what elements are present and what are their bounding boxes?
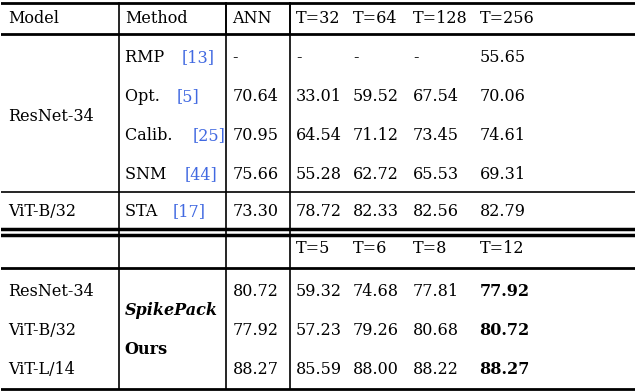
Text: Opt.: Opt. bbox=[125, 88, 165, 105]
Text: 79.26: 79.26 bbox=[353, 322, 399, 339]
Text: 80.68: 80.68 bbox=[413, 322, 459, 339]
Text: 55.28: 55.28 bbox=[296, 166, 342, 183]
Text: -: - bbox=[413, 49, 418, 66]
Text: 71.12: 71.12 bbox=[353, 127, 399, 144]
Text: T=5: T=5 bbox=[296, 240, 330, 257]
Text: Model: Model bbox=[8, 11, 59, 27]
Text: [5]: [5] bbox=[176, 88, 199, 105]
Text: [17]: [17] bbox=[173, 203, 206, 220]
Text: 62.72: 62.72 bbox=[353, 166, 399, 183]
Text: 82.33: 82.33 bbox=[353, 203, 399, 220]
Text: 55.65: 55.65 bbox=[480, 49, 525, 66]
Text: ViT-B/32: ViT-B/32 bbox=[8, 203, 76, 220]
Text: ResNet-34: ResNet-34 bbox=[8, 108, 93, 125]
Text: 69.31: 69.31 bbox=[480, 166, 525, 183]
Text: ANN: ANN bbox=[233, 11, 272, 27]
Text: T=128: T=128 bbox=[413, 11, 467, 27]
Text: 77.81: 77.81 bbox=[413, 283, 459, 300]
Text: 80.72: 80.72 bbox=[480, 322, 530, 339]
Text: T=256: T=256 bbox=[480, 11, 534, 27]
Text: Ours: Ours bbox=[125, 341, 168, 358]
Text: 77.92: 77.92 bbox=[233, 322, 279, 339]
Text: 88.00: 88.00 bbox=[353, 361, 399, 378]
Text: Calib.: Calib. bbox=[125, 127, 177, 144]
Text: 82.79: 82.79 bbox=[480, 203, 525, 220]
Text: 70.64: 70.64 bbox=[233, 88, 279, 105]
Text: 74.68: 74.68 bbox=[353, 283, 399, 300]
Text: -: - bbox=[353, 49, 358, 66]
Text: ResNet-34: ResNet-34 bbox=[8, 283, 93, 300]
Text: 59.52: 59.52 bbox=[353, 88, 399, 105]
Text: 82.56: 82.56 bbox=[413, 203, 459, 220]
Text: 73.45: 73.45 bbox=[413, 127, 459, 144]
Text: 88.27: 88.27 bbox=[233, 361, 279, 378]
Text: 85.59: 85.59 bbox=[296, 361, 342, 378]
Text: STA: STA bbox=[125, 203, 162, 220]
Text: SNM: SNM bbox=[125, 166, 171, 183]
Text: ViT-B/32: ViT-B/32 bbox=[8, 322, 76, 339]
Text: Method: Method bbox=[125, 11, 188, 27]
Text: 77.92: 77.92 bbox=[480, 283, 530, 300]
Text: [25]: [25] bbox=[193, 127, 225, 144]
Text: T=8: T=8 bbox=[413, 240, 447, 257]
Text: 88.27: 88.27 bbox=[480, 361, 530, 378]
Text: 64.54: 64.54 bbox=[296, 127, 342, 144]
Text: ViT-L/14: ViT-L/14 bbox=[8, 361, 74, 378]
Text: 73.30: 73.30 bbox=[233, 203, 279, 220]
Text: -: - bbox=[296, 49, 301, 66]
Text: SpikePack: SpikePack bbox=[125, 302, 218, 319]
Text: 33.01: 33.01 bbox=[296, 88, 342, 105]
Text: 59.32: 59.32 bbox=[296, 283, 342, 300]
Text: 57.23: 57.23 bbox=[296, 322, 342, 339]
Text: -: - bbox=[233, 49, 238, 66]
Text: 75.66: 75.66 bbox=[233, 166, 279, 183]
Text: [13]: [13] bbox=[182, 49, 215, 66]
Text: T=6: T=6 bbox=[353, 240, 387, 257]
Text: 88.22: 88.22 bbox=[413, 361, 459, 378]
Text: 70.06: 70.06 bbox=[480, 88, 525, 105]
Text: 65.53: 65.53 bbox=[413, 166, 459, 183]
Text: RMP: RMP bbox=[125, 49, 169, 66]
Text: 78.72: 78.72 bbox=[296, 203, 342, 220]
Text: 70.95: 70.95 bbox=[233, 127, 279, 144]
Text: T=32: T=32 bbox=[296, 11, 340, 27]
Text: [44]: [44] bbox=[184, 166, 218, 183]
Text: 80.72: 80.72 bbox=[233, 283, 279, 300]
Text: 74.61: 74.61 bbox=[480, 127, 525, 144]
Text: T=12: T=12 bbox=[480, 240, 524, 257]
Text: T=64: T=64 bbox=[353, 11, 398, 27]
Text: 67.54: 67.54 bbox=[413, 88, 459, 105]
